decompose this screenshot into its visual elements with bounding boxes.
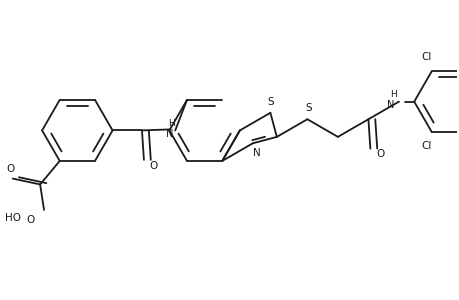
Text: H: H bbox=[168, 119, 174, 128]
Text: O: O bbox=[375, 149, 383, 160]
Text: H: H bbox=[389, 90, 396, 99]
Text: N: N bbox=[252, 148, 260, 158]
Text: O: O bbox=[26, 215, 34, 225]
Text: N: N bbox=[386, 100, 394, 110]
Text: S: S bbox=[304, 103, 311, 113]
Text: O: O bbox=[149, 161, 157, 171]
Text: HO: HO bbox=[5, 213, 21, 223]
Text: Cl: Cl bbox=[421, 52, 431, 62]
Text: N: N bbox=[165, 129, 173, 139]
Text: S: S bbox=[267, 97, 273, 107]
Text: O: O bbox=[6, 164, 15, 174]
Text: Cl: Cl bbox=[421, 141, 431, 151]
